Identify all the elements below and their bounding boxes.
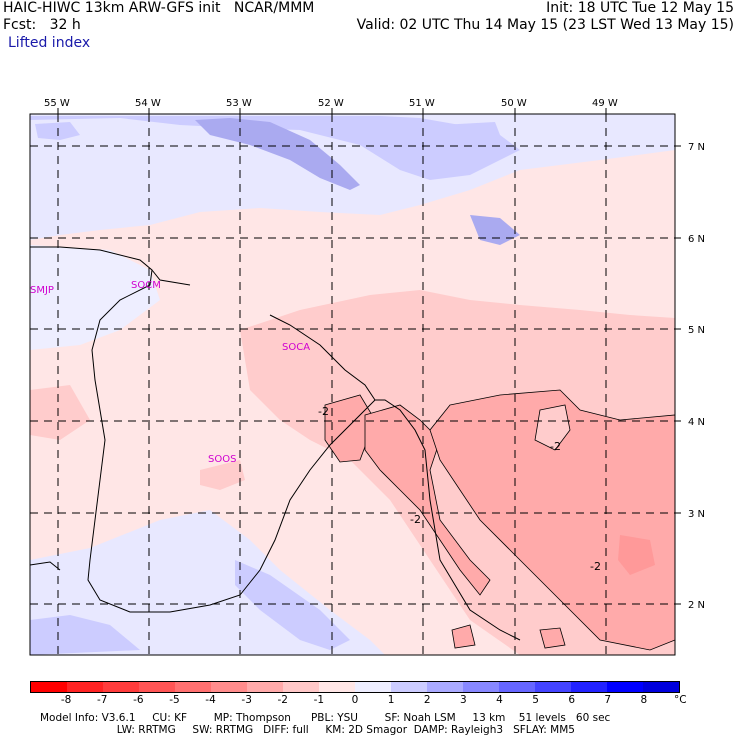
top-ticks (57, 108, 607, 114)
red-cell-inland (200, 460, 245, 490)
forecast-hour: Fcst: 32 h (3, 17, 81, 33)
lon-label: 49 W (592, 98, 618, 109)
red-hole-contour (534, 404, 571, 451)
colorbar-swatch (355, 682, 391, 692)
colorbar-swatch (175, 682, 211, 692)
station-label: SOCM (131, 280, 161, 291)
station-label: SOCA (282, 342, 310, 353)
colorbar-swatch (571, 682, 607, 692)
colorbar-unit: °C (674, 694, 687, 706)
contour-label: -2 (590, 560, 601, 573)
lat-label: 5 N (688, 325, 705, 336)
lon-label: 54 W (135, 98, 161, 109)
colorbar-swatch (391, 682, 427, 692)
lon-label: 51 W (409, 98, 435, 109)
colorbar-tick-label: -6 (133, 694, 144, 706)
red-cell-west (30, 385, 90, 440)
lat-label: 4 N (688, 417, 705, 428)
contour-label: -2 (550, 440, 561, 453)
lat-label: 7 N (688, 142, 705, 153)
colorbar-tick-label: 7 (604, 694, 612, 706)
colorbar-tick-label: -5 (169, 694, 180, 706)
colorbar-swatch (247, 682, 283, 692)
init-time: Init: 18 UTC Tue 12 May 15 (546, 0, 734, 16)
lon-label: 55 W (44, 98, 70, 109)
colorbar-swatch (427, 682, 463, 692)
colorbar-tick-label: 1 (387, 694, 395, 706)
colorbar-swatch (139, 682, 175, 692)
red-cell-max (618, 535, 655, 575)
colorbar-tick-label: 6 (568, 694, 575, 706)
model-title: HAIC-HIWC 13km ARW-GFS init NCAR/MMM (3, 0, 315, 16)
colorbar-tick-label: -3 (241, 694, 252, 706)
colorbar-tick-label: 0 (351, 694, 359, 706)
colorbar-swatch (463, 682, 499, 692)
colorbar (30, 681, 680, 693)
lat-label: 2 N (688, 600, 705, 611)
blue-region-north-dark (195, 118, 360, 190)
colorbar-swatch (319, 682, 355, 692)
colorbar-tick-label: -7 (96, 694, 108, 706)
lat-lon-grid (30, 114, 675, 655)
model-info-line2: LW: RRTMG SW: RRTMG DIFF: full KM: 2D Sm… (40, 724, 575, 736)
colorbar-tick-label: 4 (496, 694, 503, 706)
colorbar-tick-label: -4 (205, 694, 216, 706)
colorbar-swatch (499, 682, 535, 692)
station-label: SMJP (30, 285, 54, 296)
lat-label: 3 N (688, 509, 705, 520)
colorbar-tick-label: 8 (640, 694, 648, 706)
border-lines (30, 246, 521, 641)
map-frame (29, 113, 676, 656)
model-info-line1: Model Info: V3.6.1 CU: KF MP: Thompson P… (40, 712, 611, 724)
colorbar-tick-label: -2 (277, 694, 289, 706)
colorbar-tick-label: 5 (532, 694, 539, 706)
colorbar-swatch (31, 682, 67, 692)
lon-label: 53 W (226, 98, 252, 109)
lat-label: 6 N (688, 234, 705, 245)
colorbar-ticks: -8 -7 -6 -5 -4 -3 -2 -1 0 1 2 3 4 5 6 7 8 (0, 694, 740, 708)
colorbar-swatch (103, 682, 139, 692)
station-label: SOOS (208, 454, 236, 465)
colorbar-tick-label: -1 (313, 694, 325, 706)
blue-region-northwest-land (30, 245, 160, 350)
colorbar-tick-label: 2 (423, 694, 431, 706)
colorbar-swatch (283, 682, 319, 692)
colorbar-swatch (535, 682, 571, 692)
colorbar-swatch (607, 682, 643, 692)
blue-region-north-mid (30, 116, 520, 180)
colorbar-tick-label: 3 (459, 694, 467, 706)
blue-region-south-mid (235, 560, 350, 650)
contour-label: -2 (410, 513, 421, 526)
red-contour-small-b (539, 627, 566, 649)
colorbar-tick-label: -8 (60, 694, 72, 706)
red-contour-minus2-a (324, 394, 376, 463)
contour-label: -2 (318, 405, 329, 418)
valid-time: Valid: 02 UTC Thu 14 May 15 (23 LST Wed … (356, 17, 734, 33)
red-contour-minus2-c (429, 389, 676, 651)
colorbar-swatch (211, 682, 247, 692)
red-contour-small-a (451, 624, 476, 649)
colorbar-swatch (67, 682, 103, 692)
blue-cell-northeast (440, 122, 500, 140)
colorbar-swatch (643, 682, 679, 692)
lon-label: 52 W (318, 98, 344, 109)
border-segment-north (151, 269, 191, 286)
lon-label: 50 W (501, 98, 527, 109)
field-name: Lifted index (8, 35, 91, 51)
river-segment (29, 561, 61, 571)
right-ticks (675, 145, 681, 605)
